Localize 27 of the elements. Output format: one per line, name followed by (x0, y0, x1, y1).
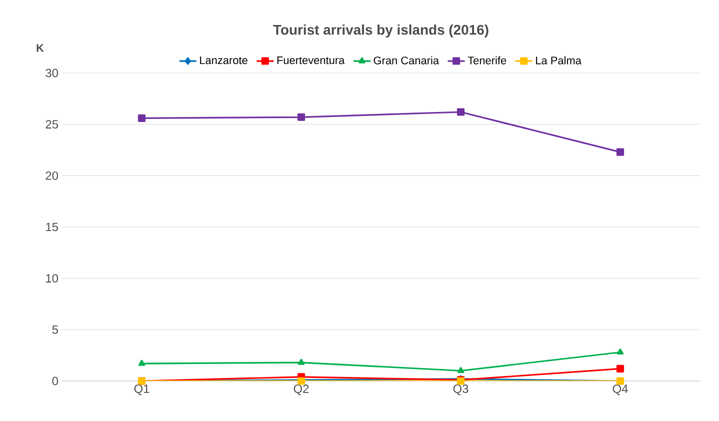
point (456, 108, 465, 116)
y-tick-label: 20 (46, 171, 58, 180)
point (457, 366, 464, 374)
legend-label: Fuerteventura (277, 56, 345, 64)
point (298, 358, 305, 365)
y-tick-label: 30 (46, 68, 58, 78)
legend-label: Lanzarote (200, 56, 248, 64)
y-tick-label: 10 (46, 274, 58, 283)
legend-label: Gran Canaria (374, 56, 440, 64)
x-tick-label: Q2 (294, 384, 309, 396)
y-tick-label: 5 (52, 326, 58, 334)
point (616, 148, 624, 156)
y-tick-label: 15 (46, 222, 58, 232)
point (616, 364, 624, 372)
point (138, 114, 146, 122)
y-axis-title: K (36, 44, 44, 52)
legend-label: Tenerife (468, 56, 506, 64)
chart-title: Tourist arrivals by islands (2016) (273, 24, 488, 38)
y-tick-label: 25 (46, 120, 58, 129)
y-tick-label: 0 (52, 376, 58, 386)
x-tick-label: Q3 (453, 384, 468, 396)
point (297, 113, 306, 121)
legend-label: La Palma (536, 56, 582, 64)
x-tick-label: Q4 (612, 384, 628, 396)
x-tick-label: Q1 (134, 384, 150, 396)
point (138, 360, 146, 366)
point (616, 348, 624, 355)
